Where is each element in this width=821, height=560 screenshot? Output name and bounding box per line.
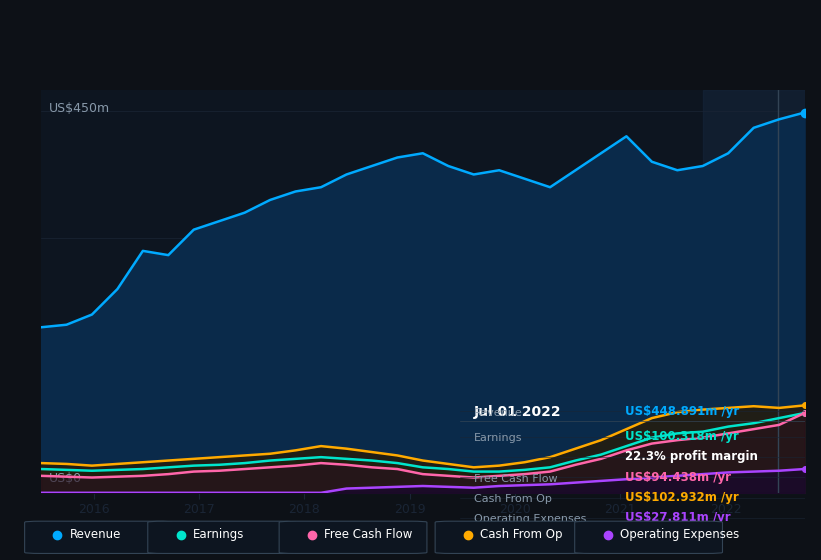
FancyBboxPatch shape [435, 521, 583, 553]
Text: Operating Expenses: Operating Expenses [620, 528, 739, 542]
Bar [703, 90, 805, 493]
Text: Free Cash Flow: Free Cash Flow [474, 474, 557, 484]
Text: US$450m: US$450m [48, 102, 110, 115]
FancyBboxPatch shape [25, 521, 172, 553]
Text: Revenue: Revenue [70, 528, 122, 542]
Text: US$27.811m /yr: US$27.811m /yr [626, 511, 731, 524]
Text: Cash From Op: Cash From Op [480, 528, 562, 542]
Text: Earnings: Earnings [193, 528, 245, 542]
Text: US$94.438m /yr: US$94.438m /yr [626, 470, 732, 484]
Text: 22.3% profit margin: 22.3% profit margin [626, 450, 758, 463]
Text: Jul 01 2022: Jul 01 2022 [474, 405, 562, 419]
FancyBboxPatch shape [148, 521, 296, 553]
Text: Free Cash Flow: Free Cash Flow [324, 528, 413, 542]
Text: US$0: US$0 [48, 472, 82, 485]
Text: US$100.318m /yr: US$100.318m /yr [626, 430, 739, 443]
Text: US$102.932m /yr: US$102.932m /yr [626, 491, 739, 504]
FancyBboxPatch shape [575, 521, 722, 553]
Text: US$448.891m /yr: US$448.891m /yr [626, 405, 740, 418]
Text: Earnings: Earnings [474, 433, 522, 443]
Text: Cash From Op: Cash From Op [474, 494, 552, 504]
Text: Operating Expenses: Operating Expenses [474, 515, 586, 524]
Text: Revenue: Revenue [474, 408, 522, 418]
FancyBboxPatch shape [279, 521, 427, 553]
